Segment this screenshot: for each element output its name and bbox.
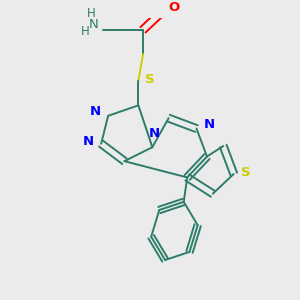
Text: S: S xyxy=(241,166,251,178)
Text: H: H xyxy=(80,25,89,38)
Text: N: N xyxy=(204,118,215,131)
Text: H: H xyxy=(87,7,96,20)
Text: N: N xyxy=(82,135,94,148)
Text: S: S xyxy=(145,73,154,85)
Text: N: N xyxy=(148,127,160,140)
Text: N: N xyxy=(90,105,101,118)
Text: O: O xyxy=(168,1,180,14)
Text: N: N xyxy=(89,18,99,31)
